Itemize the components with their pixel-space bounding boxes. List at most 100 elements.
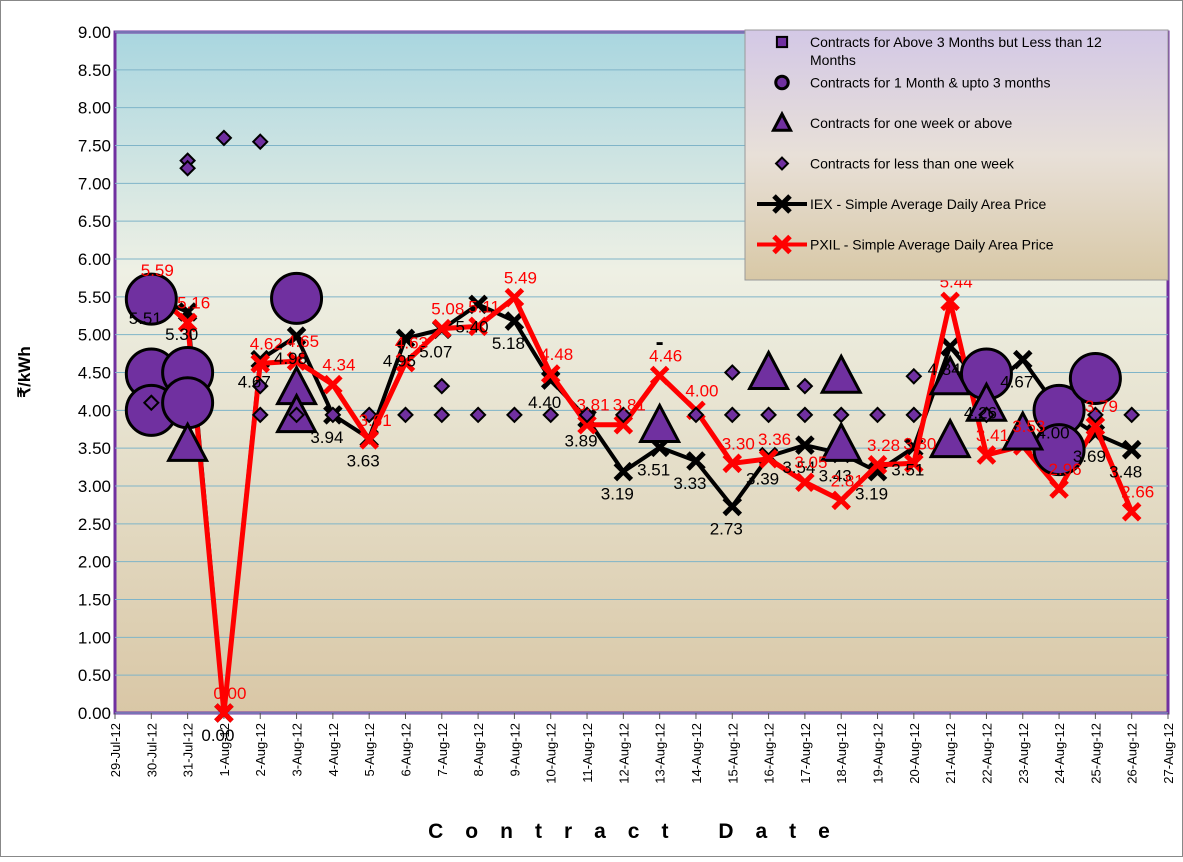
x-marker xyxy=(577,414,597,435)
data-label: 4.34 xyxy=(322,356,355,375)
x-marker xyxy=(613,461,634,482)
bubble xyxy=(124,272,178,326)
data-label: 5.11 xyxy=(468,297,500,316)
diamond-marker xyxy=(869,406,886,424)
x-marker xyxy=(286,326,307,346)
legend-label: Contracts for Above 3 Months but Less th… xyxy=(810,34,1102,68)
diamond-marker xyxy=(179,159,197,177)
data-label: 4.67 xyxy=(1000,373,1033,392)
data-label: 4.63 xyxy=(395,334,428,353)
y-tick-label: 4.00 xyxy=(78,401,111,420)
x-tick-label: 31-Jul-12 xyxy=(181,723,196,777)
x-marker xyxy=(214,703,234,723)
data-label: 3.53 xyxy=(1012,417,1045,436)
data-label: 4.46 xyxy=(649,347,682,366)
diamond-marker xyxy=(905,406,923,424)
data-label: 5.49 xyxy=(504,269,537,288)
x-tick-label: 17-Aug-12 xyxy=(798,723,813,784)
triangle-marker xyxy=(1001,409,1045,451)
diamond-marker xyxy=(614,406,632,424)
diamond-marker xyxy=(505,406,523,424)
data-label: 3.63 xyxy=(347,451,380,470)
legend-marker xyxy=(775,35,789,49)
x-tick-label: 16-Aug-12 xyxy=(762,723,777,784)
data-label: 0.00 xyxy=(213,684,246,703)
data-label: 5.59 xyxy=(141,261,174,280)
x-marker xyxy=(867,455,888,475)
diamond-marker xyxy=(760,406,778,424)
legend-label: IEX - Simple Average Daily Area Price xyxy=(810,196,1047,212)
x-axis-label: Contract Date xyxy=(428,820,852,843)
legend-label: Contracts for less than one week xyxy=(810,156,1015,172)
data-label: 3.30 xyxy=(722,434,755,453)
data-label: 4.40 xyxy=(528,393,561,412)
y-tick-label: 8.50 xyxy=(78,61,111,80)
x-tick-label: 10-Aug-12 xyxy=(544,723,559,784)
data-label: 2.81 xyxy=(831,471,864,490)
data-label: 3.28 xyxy=(867,436,900,455)
x-marker xyxy=(468,316,488,337)
y-tick-label: 5.00 xyxy=(78,326,111,345)
y-tick-label: 6.50 xyxy=(78,212,111,231)
x-marker xyxy=(795,435,815,455)
data-label: 2.66 xyxy=(1121,483,1154,502)
data-label: 2.96 xyxy=(1049,460,1082,479)
triangle-marker xyxy=(166,421,210,462)
data-label: 4.98 xyxy=(274,349,307,368)
data-label: 4.67 xyxy=(238,373,271,392)
x-tick-label: 21-Aug-12 xyxy=(943,723,958,784)
diamond-marker xyxy=(251,377,269,395)
diamond-marker xyxy=(723,406,741,424)
data-label: 3.51 xyxy=(891,460,924,479)
diamond-marker xyxy=(1123,406,1141,424)
x-marker xyxy=(1121,501,1142,522)
data-label: 5.16 xyxy=(177,294,210,313)
legend-label: PXIL - Simple Average Daily Area Price xyxy=(810,237,1054,253)
y-axis-label: ₹/kWh xyxy=(15,346,34,397)
x-marker xyxy=(359,430,379,450)
diamond-marker xyxy=(215,129,233,147)
data-label: 3.33 xyxy=(673,474,706,493)
x-marker xyxy=(758,448,779,469)
x-marker xyxy=(504,311,525,331)
diamond-marker xyxy=(324,406,342,424)
x-tick-label: 23-Aug-12 xyxy=(1016,723,1031,784)
triangle-marker xyxy=(928,354,972,396)
diamond-marker xyxy=(542,406,560,424)
bubble xyxy=(1068,352,1122,406)
x-tick-label: 15-Aug-12 xyxy=(725,723,740,784)
data-label: 5.07 xyxy=(419,342,452,361)
triangle-marker xyxy=(819,421,863,462)
data-label: 4.65 xyxy=(286,332,319,351)
x-tick-label: 20-Aug-12 xyxy=(907,723,922,784)
x-marker xyxy=(795,472,815,492)
data-label: 2.73 xyxy=(710,519,743,538)
x-tick-label: 4-Aug-12 xyxy=(326,723,341,776)
x-marker xyxy=(649,365,670,386)
data-label: 3.69 xyxy=(1073,447,1106,466)
x-tick-label: 26-Aug-12 xyxy=(1125,723,1140,784)
diamond-marker xyxy=(433,377,451,395)
x-tick-label: 12-Aug-12 xyxy=(616,723,631,784)
data-label: 3.41 xyxy=(976,426,1009,445)
legend-marker xyxy=(774,74,790,91)
legend-marker xyxy=(772,234,792,255)
diamond-marker xyxy=(796,377,814,395)
data-label: 3.48 xyxy=(1109,463,1142,482)
x-tick-label: 14-Aug-12 xyxy=(689,723,704,784)
bubble xyxy=(270,271,324,325)
y-tick-label: 1.50 xyxy=(78,591,111,610)
data-label: 5.30 xyxy=(165,325,198,344)
data-label: 5.40 xyxy=(456,317,489,336)
y-tick-label: 2.50 xyxy=(78,515,111,534)
data-label: 4.00 xyxy=(685,381,718,400)
y-tick-label: 4.50 xyxy=(78,364,111,383)
data-label: 5.08 xyxy=(431,300,464,319)
diamond-marker xyxy=(288,406,305,424)
x-tick-label: 2-Aug-12 xyxy=(253,723,268,776)
x-marker xyxy=(940,291,960,312)
x-tick-label: 5-Aug-12 xyxy=(362,723,377,776)
x-marker xyxy=(395,352,416,373)
y-tick-label: 1.00 xyxy=(78,628,111,647)
